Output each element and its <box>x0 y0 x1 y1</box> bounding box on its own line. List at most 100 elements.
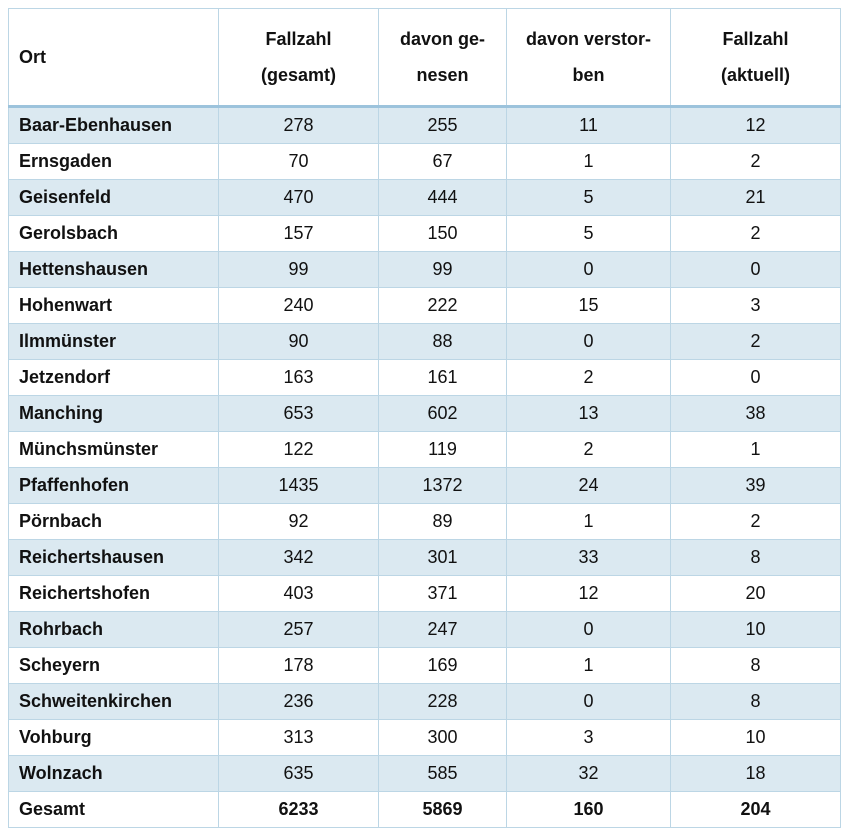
place-name: Manching <box>8 395 219 432</box>
header-line: davon ge- <box>399 29 485 49</box>
table-row: Gerolsbach 157 150 5 2 <box>8 215 841 252</box>
column-header: Ort <box>8 8 219 108</box>
table-header: Ort Fallzahl (gesamt) davon ge-nesen davon v… <box>8 8 841 108</box>
cell-value: 33 <box>506 539 671 576</box>
place-name: Reichertshausen <box>8 539 219 576</box>
cell-value: 13 <box>506 395 671 432</box>
place-name: Jetzendorf <box>8 359 219 396</box>
cell-value: 3 <box>670 287 841 324</box>
cell-value: 20 <box>670 575 841 612</box>
cell-value: 1 <box>506 503 671 540</box>
cell-value: 24 <box>506 467 671 504</box>
cell-value: 342 <box>218 539 379 576</box>
table-row: Baar-Ebenhausen 278 255 11 12 <box>8 106 841 144</box>
table-row: Rohrbach 257 247 0 10 <box>8 611 841 648</box>
cell-value: 301 <box>378 539 507 576</box>
cell-value: 161 <box>378 359 507 396</box>
cell-value: 119 <box>378 431 507 468</box>
cell-value: 0 <box>506 251 671 288</box>
cell-value: 2 <box>506 431 671 468</box>
place-name: Pörnbach <box>8 503 219 540</box>
cell-value: 12 <box>506 575 671 612</box>
place-name: Gesamt <box>8 791 219 828</box>
cell-value: 163 <box>218 359 379 396</box>
place-name: Gerolsbach <box>8 215 219 252</box>
header-line: davon verstor- <box>525 29 652 49</box>
cell-value: 2 <box>670 503 841 540</box>
column-header: davon ge-nesen <box>378 8 507 108</box>
cell-value: 635 <box>218 755 379 792</box>
column-header: Fallzahl (gesamt) <box>218 8 379 108</box>
table-row: Schweitenkirchen 236 228 0 8 <box>8 683 841 720</box>
cell-value: 89 <box>378 503 507 540</box>
cell-value: 8 <box>670 683 841 720</box>
table-row: Pfaffenhofen 1435 1372 24 39 <box>8 467 841 504</box>
cell-value: 240 <box>218 287 379 324</box>
cell-value: 10 <box>670 719 841 756</box>
cell-value: 90 <box>218 323 379 360</box>
cell-value: 2 <box>670 215 841 252</box>
header-line: (aktuell) <box>720 65 790 85</box>
cell-value: 160 <box>506 791 671 828</box>
cell-value: 3 <box>506 719 671 756</box>
place-name: Ernsgaden <box>8 143 219 180</box>
place-name: Hohenwart <box>8 287 219 324</box>
cell-value: 12 <box>670 106 841 144</box>
cell-value: 122 <box>218 431 379 468</box>
cell-value: 11 <box>506 106 671 144</box>
cell-value: 470 <box>218 179 379 216</box>
cell-value: 0 <box>670 359 841 396</box>
cell-value: 150 <box>378 215 507 252</box>
header-line: Fallzahl <box>722 29 789 49</box>
cell-value: 99 <box>218 251 379 288</box>
cell-value: 2 <box>670 143 841 180</box>
cell-value: 15 <box>506 287 671 324</box>
cell-value: 32 <box>506 755 671 792</box>
cell-value: 8 <box>670 539 841 576</box>
table-row: Reichertshofen 403 371 12 20 <box>8 575 841 612</box>
table-row: Hohenwart 240 222 15 3 <box>8 287 841 324</box>
cell-value: 602 <box>378 395 507 432</box>
cell-value: 0 <box>506 683 671 720</box>
cell-value: 1 <box>506 143 671 180</box>
header-line: Ort <box>19 47 46 67</box>
cell-value: 1372 <box>378 467 507 504</box>
cell-value: 1 <box>670 431 841 468</box>
cell-value: 0 <box>506 611 671 648</box>
header-row: Ort Fallzahl (gesamt) davon ge-nesen davon v… <box>8 8 841 108</box>
table-row: Vohburg 313 300 3 10 <box>8 719 841 756</box>
cell-value: 1435 <box>218 467 379 504</box>
place-name: Münchsmünster <box>8 431 219 468</box>
cell-value: 99 <box>378 251 507 288</box>
cell-value: 2 <box>506 359 671 396</box>
table-row: Gesamt 6233 5869 160 204 <box>8 791 841 828</box>
cell-value: 38 <box>670 395 841 432</box>
cell-value: 5869 <box>378 791 507 828</box>
cell-value: 403 <box>218 575 379 612</box>
place-name: Rohrbach <box>8 611 219 648</box>
place-name: Hettenshausen <box>8 251 219 288</box>
header-line: (gesamt) <box>260 65 336 85</box>
table-body: Baar-Ebenhausen 278 255 11 12 Ernsgaden 70 67 1 2… <box>8 106 841 828</box>
table-row: Manching 653 602 13 38 <box>8 395 841 432</box>
table-row: Reichertshausen 342 301 33 8 <box>8 539 841 576</box>
place-name: Wolnzach <box>8 755 219 792</box>
table-row: Ilmmünster 90 88 0 2 <box>8 323 841 360</box>
cell-value: 39 <box>670 467 841 504</box>
cell-value: 18 <box>670 755 841 792</box>
cell-value: 157 <box>218 215 379 252</box>
cell-value: 70 <box>218 143 379 180</box>
cell-value: 585 <box>378 755 507 792</box>
cell-value: 371 <box>378 575 507 612</box>
place-name: Geisenfeld <box>8 179 219 216</box>
table-row: Jetzendorf 163 161 2 0 <box>8 359 841 396</box>
cell-value: 228 <box>378 683 507 720</box>
header-line: ben <box>572 65 605 85</box>
case-table: Ort Fallzahl (gesamt) davon ge-nesen davon v… <box>8 8 841 828</box>
cell-value: 255 <box>378 106 507 144</box>
table-row: Hettenshausen 99 99 0 0 <box>8 251 841 288</box>
cell-value: 5 <box>506 215 671 252</box>
place-name: Schweitenkirchen <box>8 683 219 720</box>
cell-value: 67 <box>378 143 507 180</box>
table-row: Scheyern 178 169 1 8 <box>8 647 841 684</box>
